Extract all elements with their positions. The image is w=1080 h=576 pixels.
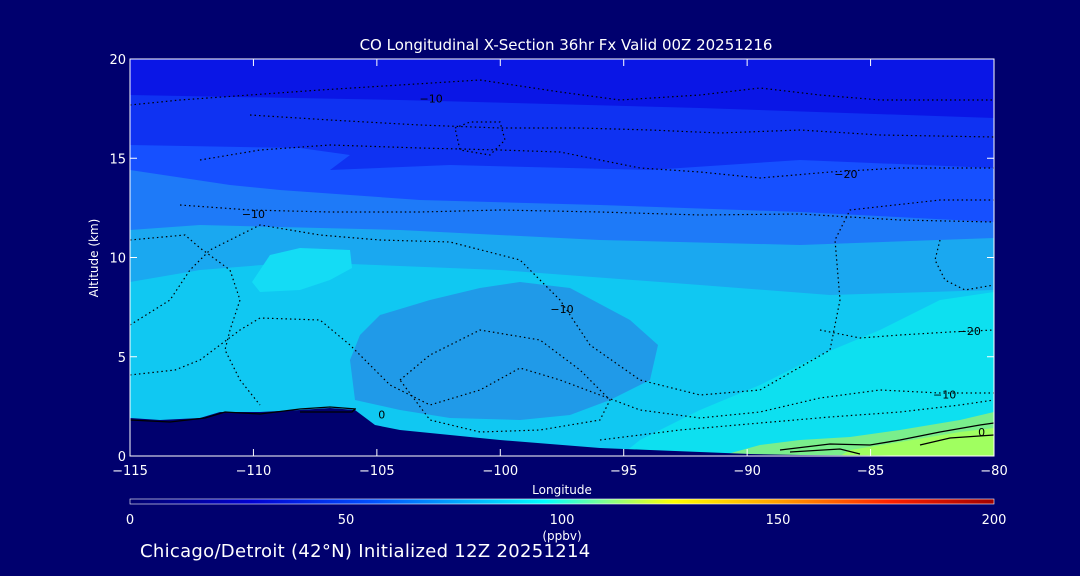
colorbar-tick-label: 100 xyxy=(550,513,575,528)
x-tick-label: −85 xyxy=(857,464,884,479)
chart-title: CO Longitudinal X-Section 36hr Fx Valid … xyxy=(360,36,773,54)
y-tick-label: 5 xyxy=(118,351,126,366)
colorbar-unit: (ppbv) xyxy=(542,529,581,543)
upper-maximum-patch xyxy=(252,248,352,292)
footer-caption: Chicago/Detroit (42°N) Initialized 12Z 2… xyxy=(140,541,591,562)
colorbar-tick-label: 200 xyxy=(982,513,1007,528)
x-tick-label: −80 xyxy=(980,464,1007,479)
contour-label: 0 xyxy=(978,426,985,439)
contour-labels: −10 −10 −20 −10 −20 −10 0 0 xyxy=(242,93,985,439)
contour-label: −10 xyxy=(933,388,956,401)
colorbar xyxy=(129,498,995,505)
contour-label: −20 xyxy=(958,325,981,338)
contour-label: −20 xyxy=(834,168,857,181)
contour-label: −10 xyxy=(420,93,443,106)
eastern-cyan-region xyxy=(620,292,994,456)
contour-label: −10 xyxy=(550,303,573,316)
x-tick-label: −100 xyxy=(482,464,518,479)
y-tick-label: 15 xyxy=(109,152,126,167)
colorbar-ticks: 0 50 100 150 200 xyxy=(126,513,1007,528)
contour-field xyxy=(130,59,994,456)
x-tick-label: −90 xyxy=(733,464,760,479)
y-axis: 0 5 10 15 20 xyxy=(109,53,994,465)
terrain xyxy=(130,408,994,456)
x-axis-title: Longitude xyxy=(532,483,592,497)
y-tick-label: 0 xyxy=(118,450,126,465)
boundary-layer-yellowgreen xyxy=(840,428,994,456)
x-tick-label: −95 xyxy=(610,464,637,479)
colorbar-tick-label: 150 xyxy=(766,513,791,528)
colorbar-tick-label: 0 xyxy=(126,513,134,528)
mid-minimum xyxy=(350,282,658,420)
x-tick-label: −115 xyxy=(112,464,148,479)
y-tick-label: 20 xyxy=(109,53,126,68)
colorbar-tick-label: 50 xyxy=(338,513,355,528)
contour-label: −10 xyxy=(242,208,265,221)
x-tick-label: −110 xyxy=(236,464,272,479)
contour-label: 0 xyxy=(378,408,385,421)
x-axis: −115 −110 −105 −100 −95 −90 −85 −80 xyxy=(112,59,1008,479)
y-axis-title: Altitude (km) xyxy=(87,219,101,298)
x-tick-label: −105 xyxy=(359,464,395,479)
y-tick-label: 10 xyxy=(109,252,126,267)
